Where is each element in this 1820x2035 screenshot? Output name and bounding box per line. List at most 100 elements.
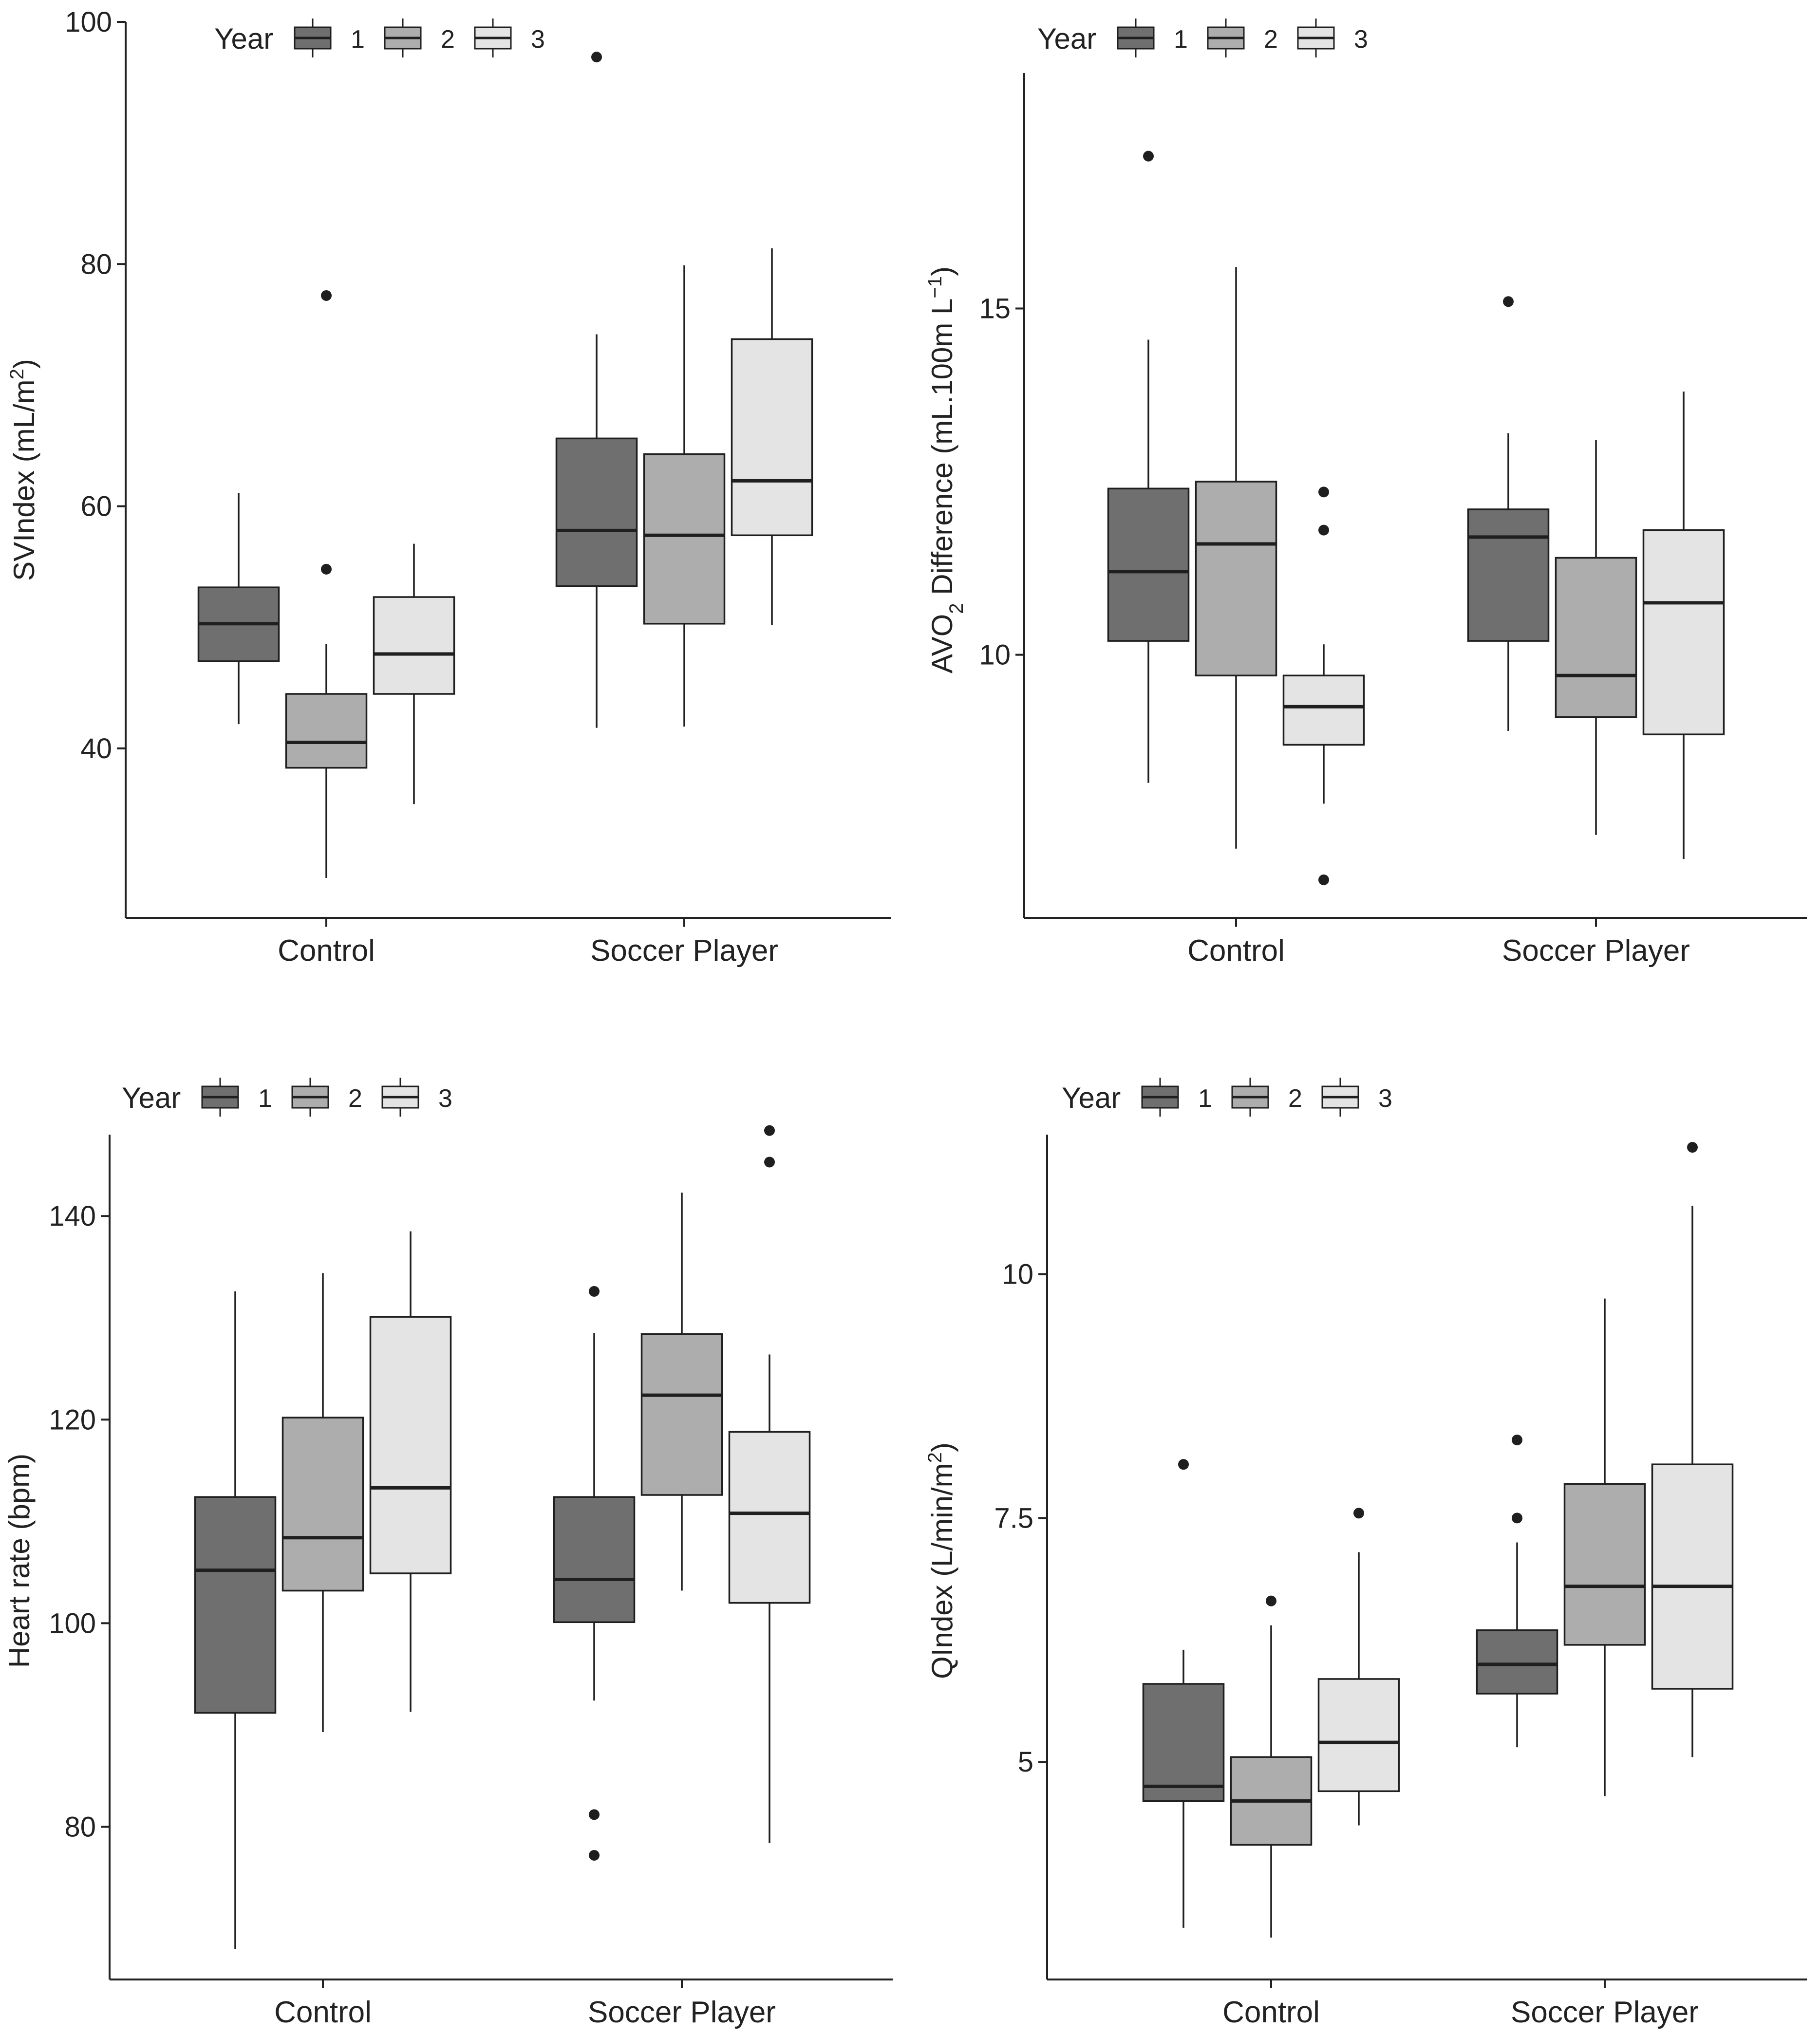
y-axis-title-end: ) [926,266,958,276]
legend-label: 1 [1174,25,1188,54]
outlier-point [764,1125,775,1136]
box-iqr [731,338,813,537]
y-axis-title: AVO2 Difference (mL.100m L−1) [924,266,967,673]
outlier-point [1512,1512,1522,1524]
y-tick-label: 120 [49,1404,96,1436]
x-tick-label: Control [1187,934,1285,968]
box-control-year-2 [1195,267,1277,849]
outlier-point [1687,1142,1698,1153]
chart-panel-3: 80 100 120 140 Control Soccer Player Heart rat… [3,1078,893,2029]
y-axis-title-sup: 2 [6,369,28,379]
box-iqr [194,1496,277,1714]
legend-title: Year [1062,1082,1121,1114]
x-tick-label: Control [274,1996,372,2029]
legend-title: Year [1037,22,1096,55]
outlier-point [321,563,332,575]
box-soccer-player-year-3 [1642,392,1725,859]
box-iqr [1142,1683,1225,1802]
y-tick-label: 5 [1018,1746,1033,1778]
y-axis-title: SVIndex (mL/m2) [6,359,40,581]
y-tick-label: 100 [49,1607,96,1639]
box-control-year-2 [285,290,368,878]
box-soccer-player-year-1 [1467,296,1550,731]
y-axis-title-sub: 2 [946,603,967,614]
box-iqr [1642,529,1725,735]
box-iqr [285,693,368,769]
y-axis-title-mid: Difference (mL.100m L [926,299,958,603]
outlier-point [1178,1459,1189,1470]
box-iqr [553,1496,636,1624]
box-iqr [369,1316,452,1574]
legend-label: 2 [441,25,455,54]
box-iqr [1467,508,1550,642]
y-axis-title-main: Heart rate (bpm) [3,1454,36,1668]
box-control-year-2 [281,1273,364,1733]
box-iqr [373,596,455,695]
legend-label: 2 [1288,1084,1302,1113]
legend-label: 3 [438,1084,452,1113]
box-iqr [281,1417,364,1592]
outlier-point [764,1157,775,1168]
legend-label: 3 [1354,25,1368,54]
y-axis-title-main: SVIndex (mL/m [8,379,40,580]
box-control-year-3 [1317,1508,1400,1826]
box-soccer-player-year-3 [728,1125,811,1843]
legend: Year 1 2 3 [122,1078,452,1117]
x-tick-label: Control [278,934,375,968]
box-iqr [728,1431,811,1604]
outlier-point [1353,1508,1364,1519]
chart-panel-4: 5 7.5 10 Control Soccer Player QIndex (L/min/… [924,1078,1807,2029]
legend-label: 2 [348,1084,362,1113]
box-iqr [643,453,726,625]
box-soccer-player-year-3 [731,248,813,625]
x-tick-label: Soccer Player [1511,1996,1699,2029]
outlier-point [1318,874,1329,885]
legend-label: 1 [1198,1084,1212,1113]
box-control-year-3 [373,543,455,804]
y-axis-title-sup: −1 [924,276,946,299]
y-axis-title-main: AVO [926,614,958,673]
outlier-point [591,52,602,63]
legend-label: 1 [351,25,365,54]
box-iqr [555,437,638,587]
legend: Year 1 2 3 [1037,19,1368,57]
box-control-year-3 [369,1231,452,1712]
box-iqr [640,1333,723,1496]
y-axis-title-end: ) [8,359,40,369]
box-control-year-1 [197,493,280,725]
box-control-year-1 [1107,150,1190,783]
y-tick-label: 40 [80,733,112,765]
box-soccer-player-year-1 [553,1286,636,1861]
legend: Year 1 2 3 [214,19,545,57]
y-tick-label: 60 [80,491,112,523]
legend-label: 3 [1378,1084,1392,1113]
x-tick-label: Soccer Player [590,934,778,968]
box-iqr [1107,487,1190,642]
box-soccer-player-year-2 [640,1193,723,1591]
box-soccer-player-year-2 [643,265,726,727]
outlier-point [589,1286,600,1297]
legend-label: 3 [531,25,545,54]
y-axis-title: QIndex (L/min/m2) [924,1442,958,1679]
x-tick-label: Soccer Player [1502,934,1690,968]
box-soccer-player-year-2 [1555,440,1637,835]
outlier-point [1503,296,1514,307]
box-iqr [1282,674,1365,746]
box-soccer-player-year-1 [555,52,638,728]
x-tick-label: Control [1222,1996,1320,2029]
box-control-year-1 [1142,1459,1225,1928]
box-control-year-2 [1230,1595,1313,1938]
y-tick-label: 140 [49,1200,96,1232]
outlier-point [1266,1595,1276,1606]
y-axis-title-sup: 2 [924,1452,946,1463]
box-iqr [1651,1463,1734,1690]
box-control-year-1 [194,1291,277,1949]
outlier-point [1143,150,1154,162]
y-axis-title-end: ) [926,1442,958,1452]
y-tick-label: 10 [979,639,1011,671]
y-tick-label: 7.5 [994,1502,1033,1534]
outlier-point [1512,1435,1522,1446]
box-iqr [1555,557,1637,718]
